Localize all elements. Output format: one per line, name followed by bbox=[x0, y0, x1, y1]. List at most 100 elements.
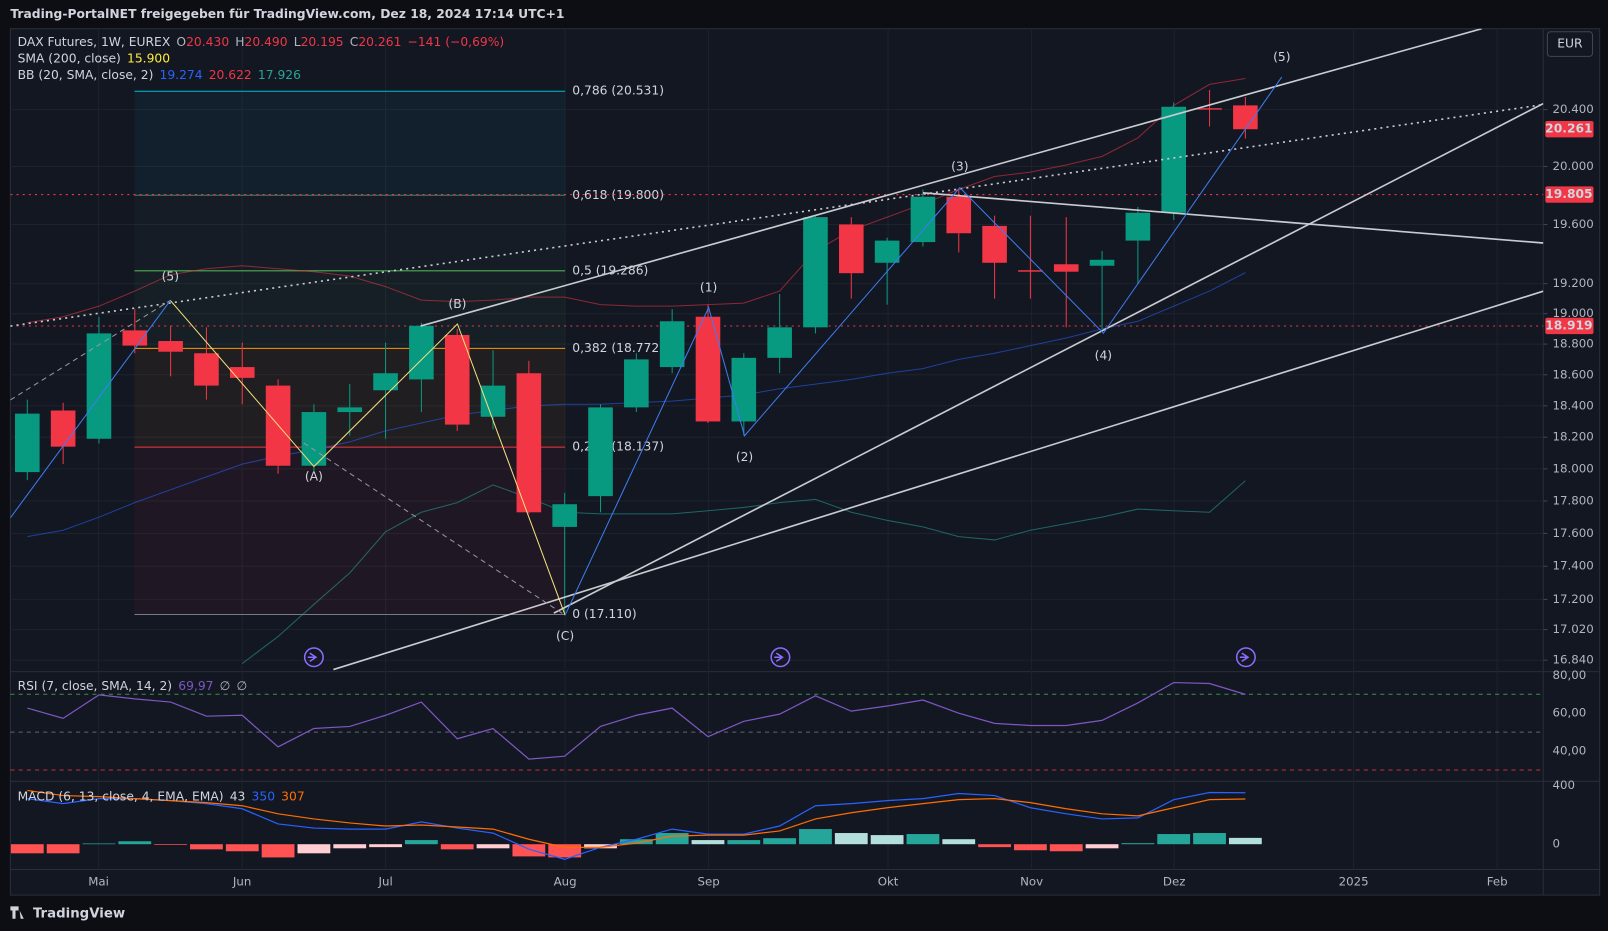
legend-rsi: RSI (7, close, SMA, 14, 2) 69,97 ∅ ∅ bbox=[18, 678, 248, 692]
candle-body bbox=[803, 217, 828, 328]
macd-histogram-bar bbox=[1193, 833, 1226, 845]
bb-line bbox=[241, 480, 1246, 665]
macd-histogram-bar bbox=[261, 844, 295, 858]
logo-icon bbox=[10, 906, 24, 919]
macd-histogram-bar bbox=[584, 844, 617, 849]
macd-histogram-bar bbox=[512, 844, 546, 857]
candle-body bbox=[1125, 212, 1151, 241]
macd-histogram-bar bbox=[369, 844, 402, 848]
bb-line bbox=[27, 78, 1246, 324]
x-tick-label: Dez bbox=[1163, 874, 1186, 888]
event-icon[interactable] bbox=[1235, 647, 1256, 668]
x-tick-label: 2025 bbox=[1339, 874, 1369, 888]
fib-label: 0,382 (18.772) bbox=[572, 341, 664, 355]
macd-histogram-bar bbox=[834, 833, 868, 845]
candle-body bbox=[480, 385, 506, 417]
price-label-box bbox=[1545, 186, 1594, 203]
legend-main: DAX Futures, 1W, EUREX O20.430 H20.490 L20.… bbox=[18, 35, 505, 49]
rsi-value: 69,97 bbox=[178, 678, 213, 692]
wave-line bbox=[10, 299, 171, 401]
macd-histogram-bar bbox=[655, 833, 689, 845]
macd-histogram-bar bbox=[225, 844, 259, 852]
wave-line bbox=[10, 300, 171, 519]
wave-label: (A) bbox=[305, 469, 323, 483]
header: Trading-PortalNET freigegeben für Tradin… bbox=[10, 7, 564, 21]
macd-line bbox=[27, 791, 1246, 860]
macd-histogram-bar bbox=[118, 841, 152, 845]
candle-body bbox=[1018, 270, 1043, 272]
price-label-box bbox=[1545, 317, 1594, 335]
candle-body bbox=[337, 407, 363, 413]
macd-histogram-bar bbox=[1157, 834, 1191, 845]
macd-histogram-bar bbox=[691, 840, 725, 845]
macd-histogram-bar bbox=[154, 844, 188, 845]
candle-body bbox=[659, 321, 685, 368]
macd-histogram-bar bbox=[1121, 843, 1155, 845]
event-arrow bbox=[307, 652, 318, 662]
macd-histogram-bar bbox=[190, 844, 223, 850]
close: 20.261 bbox=[358, 35, 401, 49]
rsi-na: ∅ bbox=[220, 678, 231, 692]
candle-body bbox=[838, 224, 864, 274]
candle-body bbox=[874, 240, 900, 263]
y-tick-label: 20.400 bbox=[1552, 102, 1593, 116]
wave-label: (C) bbox=[556, 629, 574, 643]
sma-label: SMA (200, close) bbox=[18, 51, 121, 65]
signal-line bbox=[27, 789, 1246, 848]
macd-histogram-bar bbox=[870, 835, 904, 845]
macd-histogram-bar bbox=[333, 844, 367, 849]
currency-button[interactable] bbox=[1546, 31, 1593, 57]
macd-histogram-bar bbox=[1014, 844, 1047, 851]
price-label: 19.805 bbox=[1545, 187, 1592, 201]
macd-histogram-bar bbox=[82, 843, 116, 845]
candle-body bbox=[588, 407, 613, 497]
event-icon[interactable] bbox=[303, 647, 324, 668]
candle-body bbox=[229, 367, 255, 378]
y-tick-label: 18.800 bbox=[1552, 337, 1593, 351]
drawings bbox=[10, 28, 1544, 671]
candle-body bbox=[1233, 105, 1258, 130]
wave-line bbox=[564, 76, 1283, 616]
key: L bbox=[294, 35, 301, 49]
currency: EUR bbox=[1557, 37, 1583, 51]
symbol: DAX Futures, 1W, EUREX bbox=[18, 35, 171, 49]
sma-value: 15.900 bbox=[127, 51, 170, 65]
fib-zone bbox=[134, 91, 566, 196]
rsi-pane bbox=[27, 681, 1246, 760]
fib-label: 0,786 (20.531) bbox=[572, 84, 664, 98]
macd-histogram-bar bbox=[1085, 844, 1119, 849]
wave-label: (3) bbox=[951, 160, 968, 174]
candle-body bbox=[624, 359, 649, 408]
candle-body bbox=[1053, 264, 1079, 272]
wave-label: (5) bbox=[1273, 50, 1290, 64]
macd-label: MACD (6, 13, close, 4, EMA, EMA) bbox=[18, 789, 224, 803]
low: 20.195 bbox=[301, 35, 344, 49]
change: −141 (−0,69%) bbox=[408, 35, 505, 49]
candle-body bbox=[50, 410, 76, 447]
candle-body bbox=[194, 353, 219, 386]
candle-body bbox=[695, 316, 721, 422]
macd-histogram-bar bbox=[440, 844, 474, 850]
candle-body bbox=[15, 413, 40, 473]
y-tick-label: 17.800 bbox=[1552, 493, 1593, 507]
event-icon[interactable] bbox=[770, 647, 791, 668]
y-tick-label: 20.000 bbox=[1552, 159, 1593, 173]
bb-label: BB (20, SMA, close, 2) bbox=[18, 67, 154, 81]
candle-body bbox=[767, 327, 792, 358]
high: 20.490 bbox=[245, 35, 288, 49]
candle-body bbox=[122, 330, 148, 346]
y-tick-label: 17.200 bbox=[1552, 592, 1593, 606]
y-tick-label: 18.400 bbox=[1552, 398, 1593, 412]
signal-value: 307 bbox=[281, 789, 304, 803]
key: C bbox=[350, 35, 359, 49]
legend-macd: MACD (6, 13, close, 4, EMA, EMA) 43 350 307 bbox=[18, 789, 305, 803]
wave-label: (1) bbox=[700, 281, 717, 295]
event-icons bbox=[303, 647, 1256, 668]
wave-label: (4) bbox=[1095, 348, 1112, 362]
bb-value: 20.622 bbox=[209, 67, 252, 81]
y-tick-label: 17.400 bbox=[1552, 559, 1593, 573]
legend-sma: SMA (200, close) 15.900 bbox=[18, 51, 170, 65]
event-arrow bbox=[774, 652, 784, 662]
x-tick-label: Okt bbox=[878, 874, 899, 888]
